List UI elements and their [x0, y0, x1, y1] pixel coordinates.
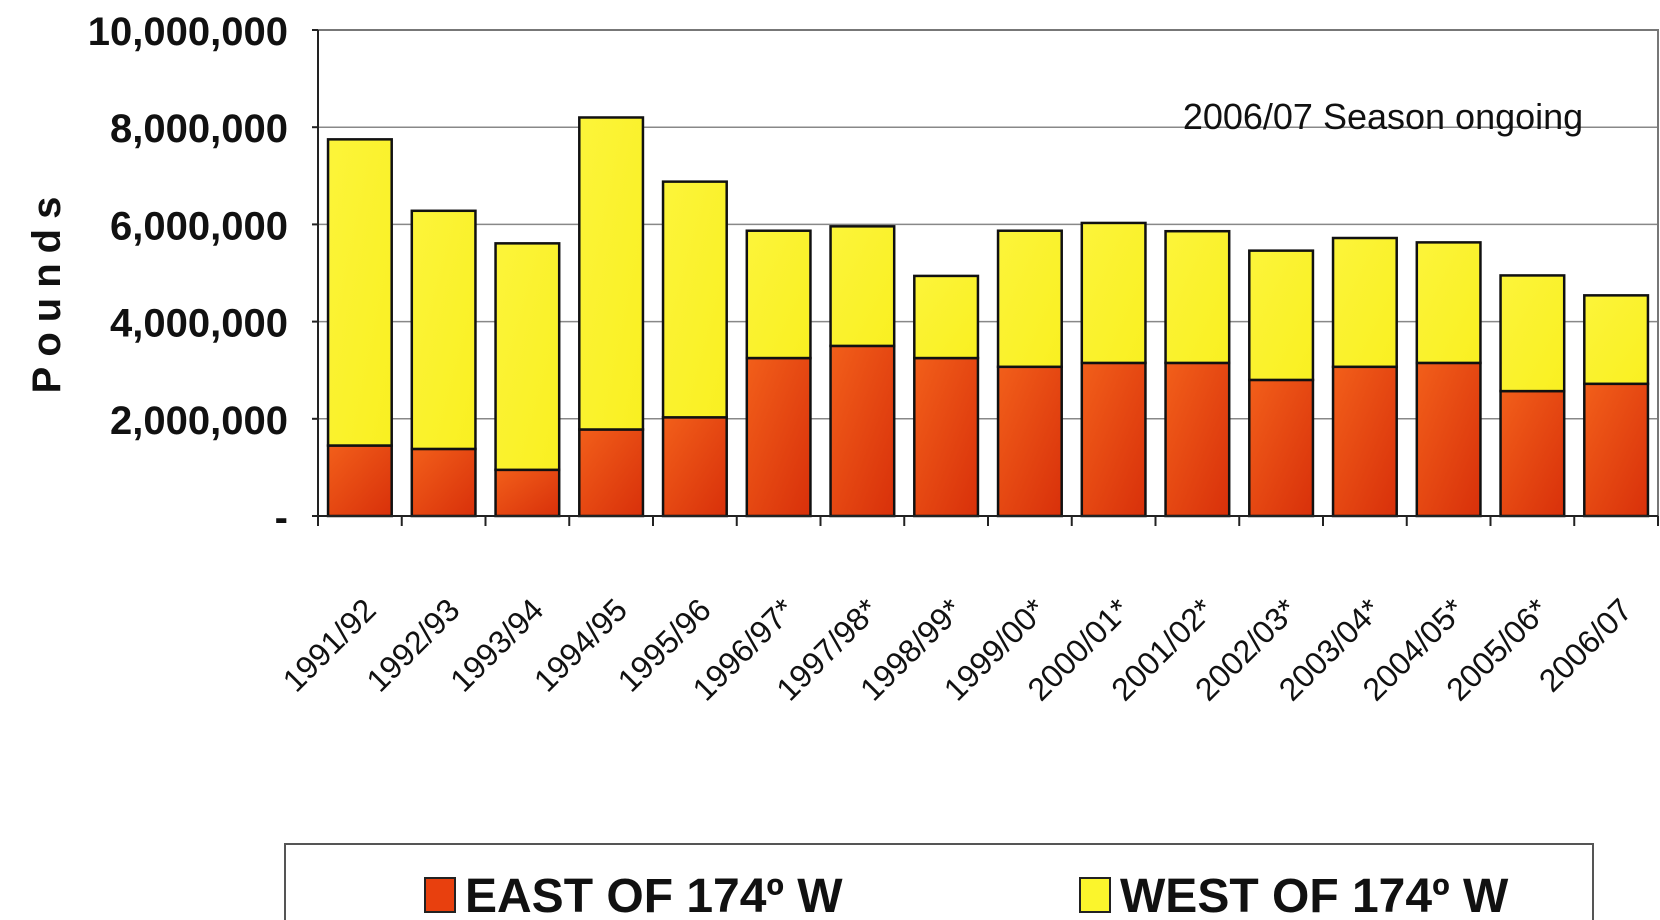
legend-swatch-west — [1079, 877, 1111, 913]
y-tick-labels: - 2,000,000 4,000,000 6,000,000 8,000,000 10,… — [88, 10, 318, 540]
x-tick-label: 2006/07 — [1532, 591, 1639, 698]
y-tick-label: 6,000,000 — [110, 204, 288, 248]
bar-segment-west — [1331, 236, 1398, 369]
bar-segment-east — [410, 447, 477, 518]
bar-segment-east — [829, 344, 896, 518]
bar-segment-west — [661, 180, 728, 419]
bar-segment-east — [1080, 361, 1147, 518]
x-tick-label: 1993/94 — [443, 591, 550, 698]
bar-segment-east — [1415, 361, 1482, 518]
y-tick-label: 10,000,000 — [88, 10, 288, 54]
bar-segment-west — [996, 229, 1063, 369]
legend-box — [284, 843, 1594, 920]
bar-segment-east — [996, 365, 1063, 518]
bar-segment-east — [745, 356, 812, 518]
bar-segment-west — [1080, 221, 1147, 365]
legend-label-west: WEST OF 174º W — [1120, 870, 1509, 920]
bar-segment-west — [494, 242, 561, 472]
x-tick-label: 1994/95 — [527, 591, 634, 698]
y-tick-label: 4,000,000 — [110, 302, 288, 346]
bar-segment-west — [326, 138, 393, 447]
bar-segment-west — [1248, 249, 1315, 382]
bar-segment-west — [578, 116, 645, 431]
bar-segment-east — [1583, 382, 1650, 518]
x-tick-labels: 1991/921992/931993/941994/951995/961996/… — [276, 591, 1639, 707]
bar-segment-west — [1164, 229, 1231, 365]
bar-segment-west — [1499, 274, 1566, 393]
bar-segment-west — [410, 209, 477, 451]
y-tick-label: - — [275, 496, 288, 540]
y-tick-label: 8,000,000 — [110, 107, 288, 151]
bar-segment-west — [913, 274, 980, 360]
bar-segment-east — [578, 428, 645, 518]
legend-label-east: EAST OF 174º W — [465, 870, 843, 920]
x-tick-label: 1991/92 — [276, 591, 383, 698]
legend-swatch-east — [424, 877, 456, 913]
bar-segment-east — [1248, 378, 1315, 518]
bar-segment-west — [1583, 294, 1650, 386]
y-tick-label: 2,000,000 — [110, 399, 288, 443]
bar-segment-east — [326, 444, 393, 518]
y-axis-label: Pounds — [25, 187, 69, 394]
bar-segment-east — [661, 416, 728, 518]
bar-segment-east — [494, 468, 561, 518]
bar-segment-east — [1499, 389, 1566, 518]
bar-segment-east — [1331, 365, 1398, 518]
bar-segment-west — [1415, 241, 1482, 365]
bar-segment-west — [829, 225, 896, 348]
bars — [326, 116, 1650, 518]
bar-segment-east — [913, 356, 980, 518]
bar-segment-west — [745, 229, 812, 360]
bar-segment-east — [1164, 361, 1231, 518]
x-tick-label: 1992/93 — [359, 591, 466, 698]
season-annotation: 2006/07 Season ongoing — [1183, 96, 1583, 137]
x-tick-marks — [317, 516, 1659, 526]
